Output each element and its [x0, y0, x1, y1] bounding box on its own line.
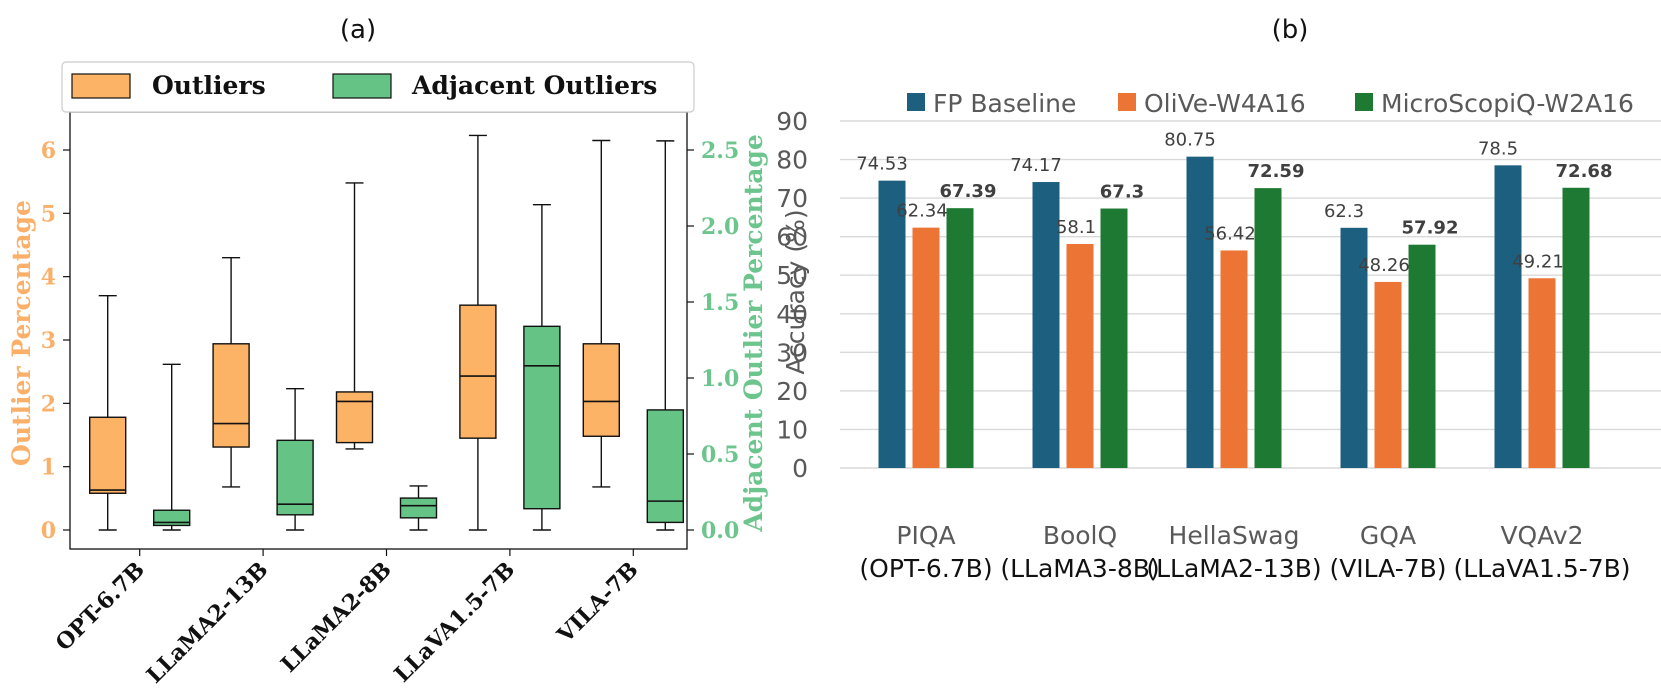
- y-tick-label: 40: [776, 300, 808, 329]
- legend-label-fp-baseline: FP Baseline: [933, 89, 1076, 118]
- y-tick-label: 70: [776, 184, 808, 213]
- bar-olive-w4a16: [1374, 281, 1402, 468]
- y-tick-label: 20: [776, 377, 808, 406]
- x-category-label: PIQA: [896, 521, 955, 550]
- y-tick-label: 90: [776, 107, 808, 136]
- bar-microscopiq-w2a16: [1100, 208, 1128, 468]
- bar-value-label: 62.3: [1324, 201, 1364, 222]
- adjacent-outliers-box: [646, 409, 684, 524]
- y-tick-label: 50: [776, 261, 808, 290]
- box-plot-area: [69, 111, 688, 550]
- bar-value-label: 56.42: [1204, 223, 1256, 244]
- bar-value-label: 80.75: [1164, 130, 1216, 151]
- bar-value-label: 49.21: [1512, 251, 1564, 272]
- y-tick-label-right: 2.0: [701, 214, 739, 240]
- outliers-box: [335, 391, 374, 444]
- bar-microscopiq-w2a16: [1562, 187, 1590, 468]
- legend-swatch-fp-baseline: [907, 93, 925, 111]
- y-tick-label-right: 2.5: [701, 138, 739, 164]
- bar-value-label: 72.59: [1248, 161, 1305, 182]
- outliers-box: [88, 416, 127, 494]
- y-tick-label: 10: [776, 415, 808, 444]
- y-axis-title-right: Adjacent Outlier Percentage: [739, 134, 768, 533]
- y-axis-title-accuracy: Accuracy (%): [781, 209, 810, 374]
- legend-swatch-olive: [1118, 93, 1136, 111]
- bar-value-label: 67.3: [1100, 182, 1144, 203]
- y-tick-label-right: 0.0: [701, 518, 739, 544]
- bar-value-label: 67.39: [940, 181, 997, 202]
- y-tick-label-left: 4: [41, 265, 56, 291]
- y-tick-label-left: 6: [41, 138, 56, 164]
- bar-microscopiq-w2a16: [1254, 188, 1282, 468]
- legend-label-olive: OliVe-W4A16: [1144, 89, 1306, 118]
- x-category-model: (LLaMA2-13B): [1146, 554, 1321, 583]
- bar-fp-baseline: [1186, 156, 1214, 469]
- bar-fp-baseline: [1494, 165, 1522, 469]
- adjacent-outliers-box: [276, 439, 314, 516]
- outliers-box: [459, 304, 497, 439]
- x-category-model: (VILA-7B): [1329, 554, 1446, 583]
- bar-fp-baseline: [1340, 227, 1368, 468]
- y-axis-title-left: Outlier Percentage: [7, 200, 36, 466]
- bar-value-label: 48.26: [1358, 255, 1410, 276]
- legend-label-adjacent: Adjacent Outliers: [411, 71, 657, 100]
- bar-olive-w4a16: [1220, 250, 1248, 468]
- bar-value-label: 78.5: [1478, 138, 1518, 159]
- bar-value-label: 62.34: [896, 201, 948, 222]
- bar-fp-baseline: [1032, 182, 1060, 468]
- panel-b-label: (b): [1272, 15, 1309, 45]
- bar-fp-baseline: [878, 180, 906, 468]
- outliers-box: [212, 343, 250, 448]
- adjacent-outliers-box: [523, 325, 561, 510]
- x-category-label: VQAv2: [1500, 521, 1583, 550]
- bar-value-label: 58.1: [1056, 217, 1096, 238]
- bar-olive-w4a16: [1528, 278, 1556, 468]
- adjacent-outliers-box: [399, 497, 438, 519]
- x-category-model: (LLaVA1.5-7B): [1453, 554, 1630, 583]
- bar-value-label: 74.53: [856, 154, 908, 175]
- x-category-label: HellaSwag: [1169, 521, 1300, 550]
- legend-label-outliers: Outliers: [152, 71, 266, 100]
- bar-olive-w4a16: [912, 227, 940, 468]
- x-tick-label: VILA-7B: [552, 557, 644, 649]
- legend-swatch-microscopiq: [1355, 93, 1373, 111]
- y-tick-label: 30: [776, 338, 808, 367]
- y-tick-label-right: 1.5: [701, 290, 739, 316]
- x-category-model: (LLaMA3-8B): [1000, 554, 1159, 583]
- legend-label-microscopiq: MicroScopiQ-W2A16: [1381, 89, 1634, 118]
- y-tick-label-left: 5: [41, 201, 56, 227]
- bar-value-label: 74.17: [1010, 155, 1062, 176]
- x-category-label: GQA: [1360, 521, 1416, 550]
- bar-value-label: 72.68: [1556, 161, 1613, 182]
- y-tick-label: 0: [792, 454, 808, 483]
- panel-a-label: (a): [340, 15, 376, 45]
- y-tick-label-left: 0: [41, 518, 56, 544]
- x-tick-label: LLaMA2-8B: [276, 557, 397, 678]
- y-tick-label-left: 2: [41, 391, 56, 417]
- x-category-model: (OPT-6.7B): [859, 554, 992, 583]
- x-category-label: BoolQ: [1043, 521, 1117, 550]
- outliers-box: [582, 343, 620, 437]
- legend-swatch-outliers: [71, 73, 131, 99]
- bar-microscopiq-w2a16: [1408, 244, 1436, 468]
- y-tick-label: 60: [776, 223, 808, 252]
- y-tick-label-right: 1.0: [701, 366, 739, 392]
- bar-value-label: 57.92: [1402, 218, 1459, 239]
- bar-olive-w4a16: [1066, 243, 1094, 468]
- x-tick-label: LLaMA2-13B: [142, 557, 274, 689]
- y-tick-label-left: 3: [41, 328, 56, 354]
- x-tick-label: OPT-6.7B: [51, 557, 150, 656]
- x-tick-label: LLaVA1.5-7B: [389, 557, 520, 688]
- bar-legend: FP Baseline OliVe-W4A16 MicroScopiQ-W2A1…: [907, 89, 1634, 118]
- bar-microscopiq-w2a16: [946, 208, 974, 468]
- y-tick-label-left: 1: [41, 455, 56, 481]
- box-legend: Outliers Adjacent Outliers: [61, 61, 695, 113]
- y-tick-label: 80: [776, 146, 808, 175]
- legend-swatch-adjacent: [332, 73, 392, 99]
- y-tick-label-right: 0.5: [701, 442, 739, 468]
